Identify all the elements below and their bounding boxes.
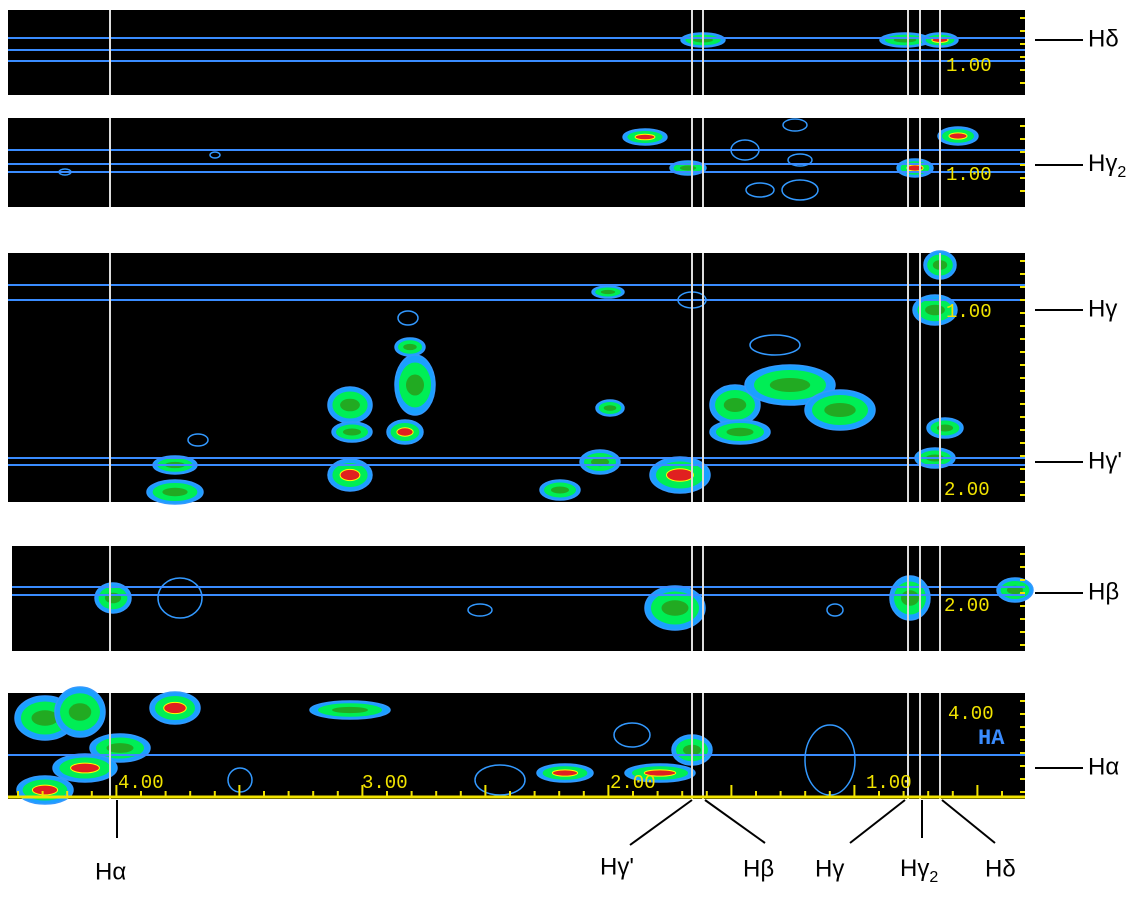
peak-label: Hγ2 (1088, 150, 1126, 181)
contour (635, 134, 655, 140)
contour (604, 405, 617, 411)
contour (71, 763, 100, 773)
contour (601, 290, 615, 294)
figure: 1.00 1.00 1.00 2.00 2.00 4.00 HA 4.00 3.… (0, 0, 1148, 918)
contour (662, 600, 689, 615)
contour (551, 487, 569, 494)
spectrum-panel (8, 118, 1025, 207)
peak-label: Hγ' (1088, 447, 1122, 474)
peak-label: Hβ (743, 855, 774, 882)
contour (343, 429, 361, 436)
contour (925, 305, 945, 316)
axis-label: 4.00 (948, 703, 994, 725)
axis-label: 2.00 (944, 595, 990, 617)
contour (164, 702, 187, 713)
contour (680, 166, 696, 171)
contour (32, 785, 57, 795)
contour (69, 703, 92, 721)
axis-label: 1.00 (946, 164, 992, 186)
peak-label: Hδ (1088, 25, 1119, 52)
axis-label: 1.00 (946, 301, 992, 323)
peak-label: Hβ (1088, 578, 1119, 605)
contour (949, 133, 967, 139)
contour (667, 469, 694, 482)
contour (332, 707, 368, 713)
x-tick-label: 1.00 (866, 772, 912, 794)
peak-label: Hγ' (600, 853, 634, 880)
contour (340, 469, 360, 480)
contour (552, 770, 577, 776)
peak-label: Hγ (815, 855, 844, 882)
contour (770, 378, 811, 392)
x-tick-label: 3.00 (362, 772, 408, 794)
peak-label: Hδ (985, 855, 1016, 882)
contour (397, 428, 413, 436)
contour (403, 344, 417, 350)
peak-label: Hγ2 (900, 855, 938, 886)
peak-label: Hα (95, 858, 126, 885)
x-tick-label: 2.00 (610, 772, 656, 794)
contour (824, 403, 856, 417)
x-tick-label: 4.00 (118, 772, 164, 794)
contour (724, 398, 747, 412)
axis-label: 1.00 (946, 55, 992, 77)
axis-label: 2.00 (944, 479, 990, 501)
contour (406, 375, 424, 396)
peak-label: Hγ (1088, 295, 1117, 322)
contour (340, 399, 360, 412)
spectrum-panel (8, 10, 1025, 95)
spectrum-panel (12, 546, 1025, 651)
contour (727, 428, 754, 436)
axis-label: HA (978, 726, 1005, 751)
contour (162, 488, 187, 496)
contour (901, 590, 919, 605)
peak-label: Hα (1088, 753, 1119, 780)
